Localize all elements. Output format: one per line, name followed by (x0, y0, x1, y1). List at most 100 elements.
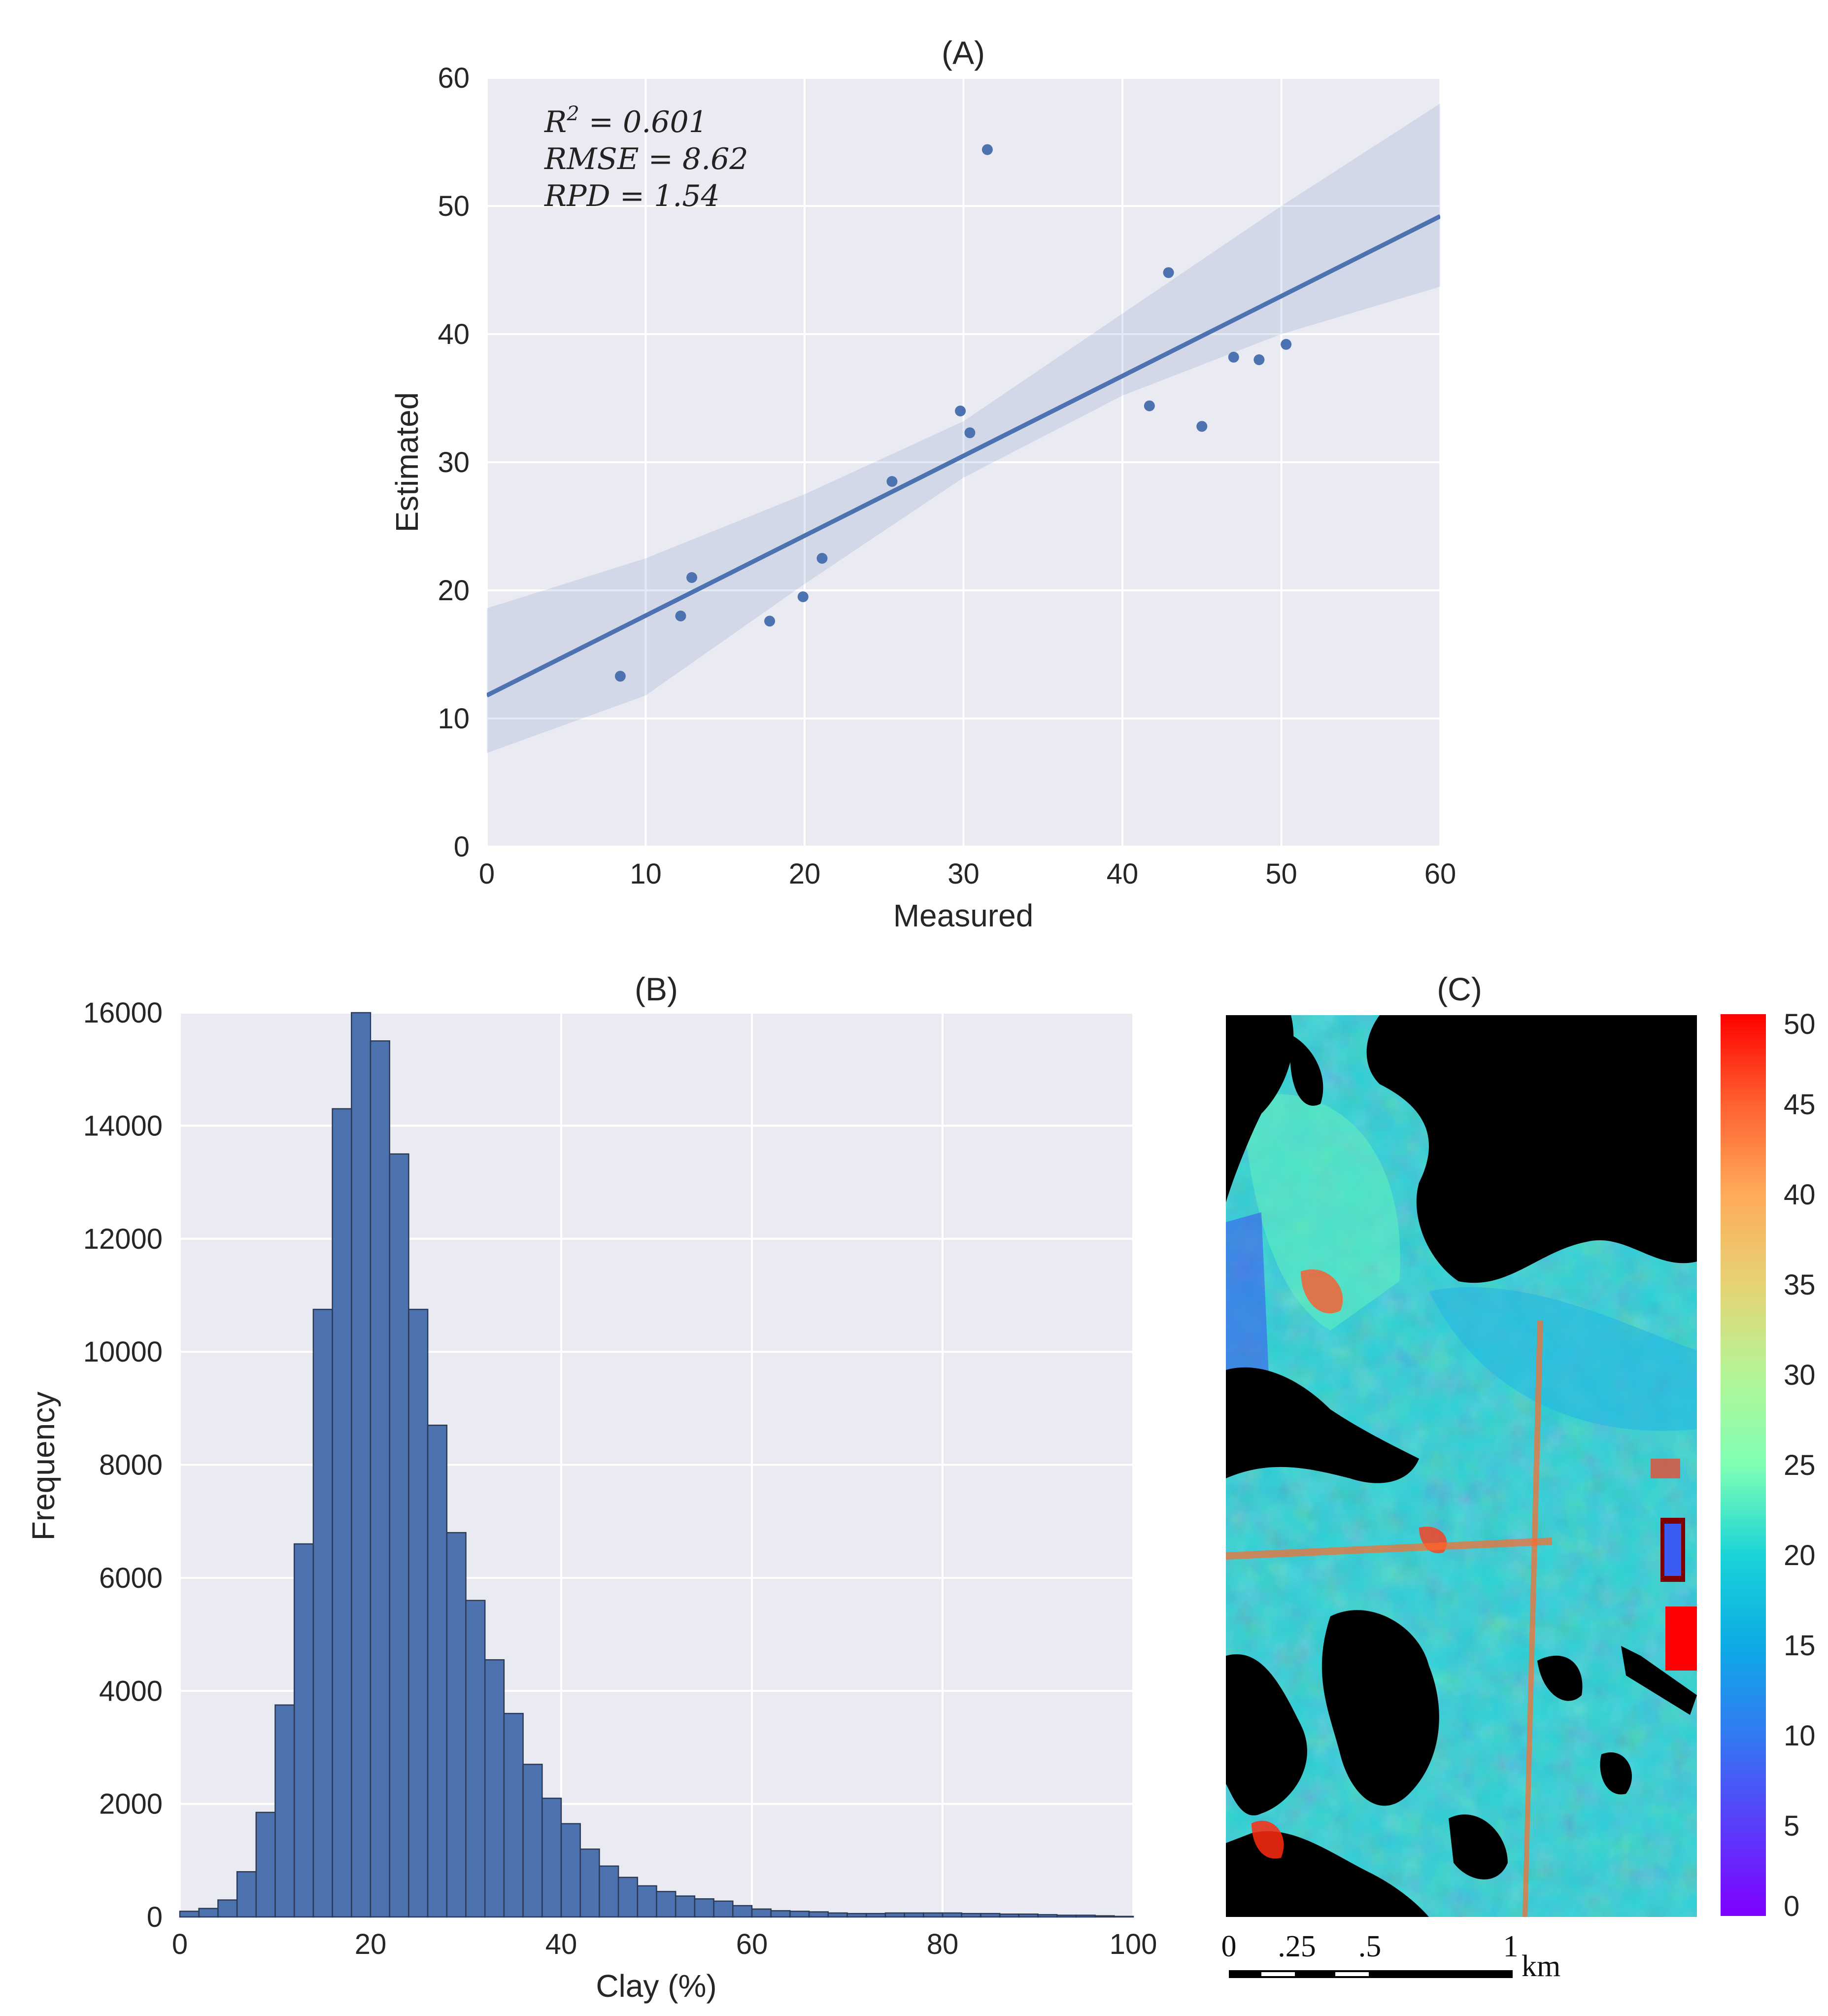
x-tick-60: 60 (736, 1928, 768, 1960)
panel-b: 0 20 40 60 80 100 0 2000 4000 6000 8000 10000 12000… (26, 971, 1157, 2004)
plot-a-stats: R2 = 0.601 RMSE = 8.62 RPD = 1.54 (544, 103, 748, 213)
histogram-bar-10 (370, 1040, 390, 1918)
histogram-bar-8 (332, 1108, 352, 1918)
plot-a-confidence-band (487, 103, 1440, 753)
histogram-bar-7 (312, 1308, 333, 1918)
plot-a-title: (A) (942, 34, 985, 71)
plot-a-gridlines (486, 77, 1441, 848)
x-tick-100: 100 (1110, 1928, 1157, 1960)
colorbar-tick-50: 50 (1784, 1008, 1816, 1040)
scale-label-05: .5 (1358, 1930, 1382, 1963)
colorbar-tick-0: 0 (1784, 1890, 1799, 1922)
histogram-bar-18 (522, 1764, 543, 1918)
histogram-bar-42 (980, 1913, 1001, 1918)
histogram-bar-31 (770, 1910, 791, 1918)
histogram-bar-47 (1075, 1914, 1096, 1918)
histogram-bar-24 (637, 1885, 657, 1918)
plot-c-title: (C) (1437, 971, 1482, 1007)
histogram-bar-23 (617, 1877, 639, 1918)
colorbar-tick-45: 45 (1784, 1089, 1816, 1121)
histogram-bar-3 (236, 1871, 257, 1918)
plot-a-points (614, 144, 1292, 682)
y-tick-0: 0 (147, 1901, 163, 1933)
scatter-point-8 (964, 427, 976, 439)
colorbar-tick-15: 15 (1784, 1630, 1816, 1662)
histogram-bar-26 (675, 1895, 696, 1918)
histogram-bar-4 (255, 1811, 276, 1918)
colorbar-tick-10: 10 (1784, 1720, 1816, 1752)
scatter-point-5 (816, 553, 828, 564)
histogram-bar-41 (961, 1913, 982, 1918)
histogram-bar-5 (274, 1704, 295, 1918)
scatter-point-13 (1228, 351, 1239, 363)
stat-rpd: RPD = 1.54 (544, 179, 720, 213)
y-tick-4000: 4000 (99, 1675, 163, 1707)
x-tick-60: 60 (1424, 858, 1456, 890)
plot-b-title: (B) (635, 971, 678, 1007)
y-tick-12000: 12000 (83, 1223, 163, 1255)
plot-b-x-tick-labels: 0 20 40 60 80 100 (172, 1928, 1157, 1960)
histogram-bar-17 (503, 1712, 524, 1918)
colorbar-tick-20: 20 (1784, 1539, 1816, 1572)
x-tick-40: 40 (1107, 858, 1139, 890)
histogram-bar-40 (942, 1912, 962, 1918)
histogram-bar-12 (408, 1308, 429, 1918)
scatter-point-12 (1196, 421, 1208, 432)
y-tick-10: 10 (438, 703, 470, 735)
y-tick-60: 60 (438, 62, 470, 94)
histogram-bar-13 (427, 1424, 448, 1918)
scatter-point-6 (886, 476, 898, 487)
y-tick-30: 30 (438, 446, 470, 478)
histogram-bar-0 (179, 1911, 200, 1918)
scale-label-025: .25 (1278, 1930, 1316, 1963)
x-tick-10: 10 (630, 858, 662, 890)
histogram-bar-43 (999, 1913, 1020, 1918)
x-tick-40: 40 (545, 1928, 577, 1960)
histogram-bar-14 (446, 1532, 467, 1918)
stat-rmse: RMSE = 8.62 (544, 142, 748, 176)
histogram-bar-28 (713, 1900, 734, 1918)
histogram-bar-21 (579, 1848, 600, 1918)
histogram-bar-39 (923, 1912, 944, 1918)
scatter-point-15 (1281, 339, 1292, 350)
clay-map (1226, 1015, 1697, 1917)
histogram-bar-2 (217, 1899, 238, 1918)
scatter-point-11 (1163, 267, 1174, 278)
panel-c: (C) (1221, 971, 1816, 1983)
plot-a-ylabel: Estimated (389, 392, 425, 533)
y-tick-16000: 16000 (83, 997, 163, 1029)
histogram-bar-6 (293, 1543, 314, 1918)
histogram-bar-38 (904, 1912, 924, 1918)
x-tick-20: 20 (789, 858, 821, 890)
regression-line (487, 214, 1440, 698)
histogram-bar-11 (389, 1153, 409, 1918)
x-tick-0: 0 (479, 858, 495, 890)
histogram-bar-44 (1018, 1913, 1039, 1918)
scatter-point-3 (764, 615, 776, 627)
x-tick-50: 50 (1265, 858, 1297, 890)
scatter-point-2 (686, 572, 698, 583)
histogram-bar-49 (1114, 1915, 1134, 1918)
colorbar-tick-30: 30 (1784, 1359, 1816, 1391)
colorbar (1721, 1014, 1766, 1916)
confidence-band (487, 103, 1440, 753)
colorbar-tick-labels: 0 5 10 15 20 25 30 35 40 45 50 (1784, 1008, 1816, 1922)
y-tick-14000: 14000 (83, 1110, 163, 1142)
histogram-bar-34 (827, 1912, 848, 1918)
x-tick-80: 80 (927, 1928, 959, 1960)
histogram-bar-20 (560, 1823, 581, 1918)
histogram-bar-36 (865, 1913, 886, 1918)
scatter-point-10 (1144, 400, 1155, 411)
scale-label-1: 1 (1503, 1930, 1519, 1963)
y-tick-6000: 6000 (99, 1562, 163, 1594)
histogram-bar-19 (542, 1797, 562, 1918)
histogram-bar-46 (1056, 1914, 1077, 1918)
plot-b-y-tick-labels: 0 2000 4000 6000 8000 10000 12000 14000 16000 (83, 997, 163, 1933)
scatter-point-14 (1253, 354, 1265, 365)
panel-a: 0 10 20 30 40 50 60 0 10 20 30 40 50 60 (A) Measured… (389, 34, 1456, 933)
plot-b-ylabel: Frequency (26, 1392, 61, 1540)
plot-a-xlabel: Measured (893, 898, 1034, 933)
histogram-bar-45 (1037, 1914, 1058, 1918)
x-tick-20: 20 (355, 1928, 387, 1960)
plot-b-xlabel: Clay (%) (596, 1968, 716, 2004)
